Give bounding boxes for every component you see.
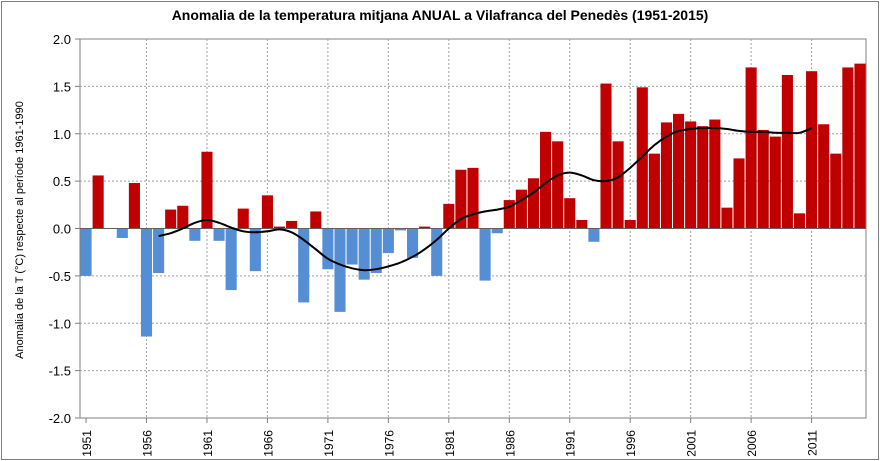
bar-2015 bbox=[854, 63, 866, 229]
bar-2007 bbox=[757, 129, 769, 229]
bar-2000 bbox=[673, 113, 685, 229]
y-tick-label: 0.5 bbox=[53, 174, 71, 189]
bar-2012 bbox=[818, 124, 830, 229]
bar-1972 bbox=[334, 228, 346, 312]
bar-1999 bbox=[660, 122, 673, 229]
x-tick-label: 1991 bbox=[564, 430, 578, 457]
bar-1966 bbox=[261, 195, 273, 229]
bar-1965 bbox=[249, 228, 261, 272]
x-tick-label: 1976 bbox=[382, 430, 396, 457]
bar-1993 bbox=[588, 228, 600, 242]
bar-1987 bbox=[515, 189, 527, 229]
bar-1960 bbox=[189, 228, 201, 241]
bar-1979 bbox=[419, 226, 431, 229]
smoothed-trend-line bbox=[158, 126, 812, 272]
bar-2014 bbox=[842, 67, 854, 229]
bar-2013 bbox=[830, 153, 842, 229]
bar-1994 bbox=[600, 83, 612, 229]
bar-1991 bbox=[564, 198, 576, 229]
bar-2004 bbox=[721, 207, 733, 229]
bar-1988 bbox=[527, 178, 540, 229]
bar-1962 bbox=[213, 228, 225, 241]
x-tick-label: 1996 bbox=[624, 430, 638, 457]
y-tick-label: 0.0 bbox=[53, 222, 71, 237]
bar-1968 bbox=[286, 220, 298, 229]
bars-layer bbox=[80, 63, 866, 337]
bar-1986 bbox=[503, 200, 515, 229]
bar-1969 bbox=[298, 228, 310, 303]
bar-2003 bbox=[709, 119, 721, 229]
bar-1984 bbox=[479, 228, 491, 281]
bar-1958 bbox=[165, 209, 177, 229]
x-tick-label: 2001 bbox=[685, 430, 699, 457]
bar-1956 bbox=[140, 228, 153, 337]
bar-1955 bbox=[128, 183, 140, 229]
x-tick-label: 1961 bbox=[201, 430, 215, 457]
bar-1963 bbox=[225, 228, 237, 291]
x-tick-label: 1966 bbox=[261, 430, 275, 457]
bar-1981 bbox=[443, 203, 455, 229]
bar-1977 bbox=[394, 228, 406, 231]
bar-1959 bbox=[177, 205, 189, 229]
bar-1951 bbox=[80, 228, 92, 276]
bar-1964 bbox=[237, 208, 249, 229]
y-tick-label: -1.5 bbox=[49, 364, 71, 379]
x-tick-label: 1981 bbox=[443, 430, 457, 457]
bar-2010 bbox=[793, 213, 806, 229]
label-layer: 2.0 1.5 1.0 0.5 0.0 -0.5 -1.0 -1.5 -2.0 1951 1956 1… bbox=[49, 32, 820, 457]
bar-1961 bbox=[201, 151, 213, 229]
bar-2005 bbox=[733, 158, 745, 229]
bar-1998 bbox=[648, 153, 660, 229]
y-tick-label: -0.5 bbox=[49, 269, 71, 284]
x-tick-label: 1956 bbox=[141, 430, 155, 457]
x-tick-label: 1986 bbox=[503, 430, 517, 457]
bar-1971 bbox=[322, 228, 334, 270]
bar-2009 bbox=[781, 75, 793, 229]
x-tick-label: 1971 bbox=[322, 430, 336, 457]
bar-1980 bbox=[431, 228, 443, 276]
axis-layer bbox=[75, 38, 866, 423]
bar-1957 bbox=[153, 228, 165, 274]
bar-2008 bbox=[769, 136, 781, 229]
bar-1973 bbox=[346, 228, 358, 265]
bar-1997 bbox=[636, 87, 648, 229]
bar-2002 bbox=[697, 126, 709, 229]
bar-1992 bbox=[576, 219, 588, 229]
y-tick-label: -2.0 bbox=[49, 411, 71, 426]
bar-1985 bbox=[491, 228, 503, 234]
bar-1976 bbox=[382, 228, 394, 254]
bar-1954 bbox=[116, 228, 128, 238]
bar-1989 bbox=[540, 131, 552, 229]
bar-2001 bbox=[685, 121, 697, 229]
y-tick-label: 1.0 bbox=[53, 127, 71, 142]
bar-1970 bbox=[310, 211, 322, 229]
bar-1952 bbox=[92, 175, 104, 229]
bar-1978 bbox=[406, 228, 419, 258]
chart-title: Anomalia de la temperatura mitjana ANUAL… bbox=[171, 7, 709, 23]
bar-1982 bbox=[455, 169, 467, 229]
bar-1974 bbox=[358, 228, 370, 280]
y-tick-label: -1.0 bbox=[49, 316, 71, 331]
bar-2006 bbox=[745, 67, 757, 229]
bar-1975 bbox=[370, 228, 382, 274]
bar-1983 bbox=[467, 167, 479, 229]
y-tick-label: 1.5 bbox=[53, 79, 71, 94]
bar-1990 bbox=[552, 141, 564, 229]
x-tick-label: 1951 bbox=[80, 430, 94, 457]
smooth-layer bbox=[158, 126, 812, 272]
bar-1967 bbox=[273, 226, 286, 229]
bar-1996 bbox=[624, 219, 636, 229]
y-tick-label: 2.0 bbox=[53, 32, 71, 47]
x-tick-label: 2006 bbox=[745, 430, 759, 457]
bar-2011 bbox=[806, 71, 818, 229]
bar-1995 bbox=[612, 141, 624, 229]
x-tick-label: 2011 bbox=[806, 430, 820, 456]
